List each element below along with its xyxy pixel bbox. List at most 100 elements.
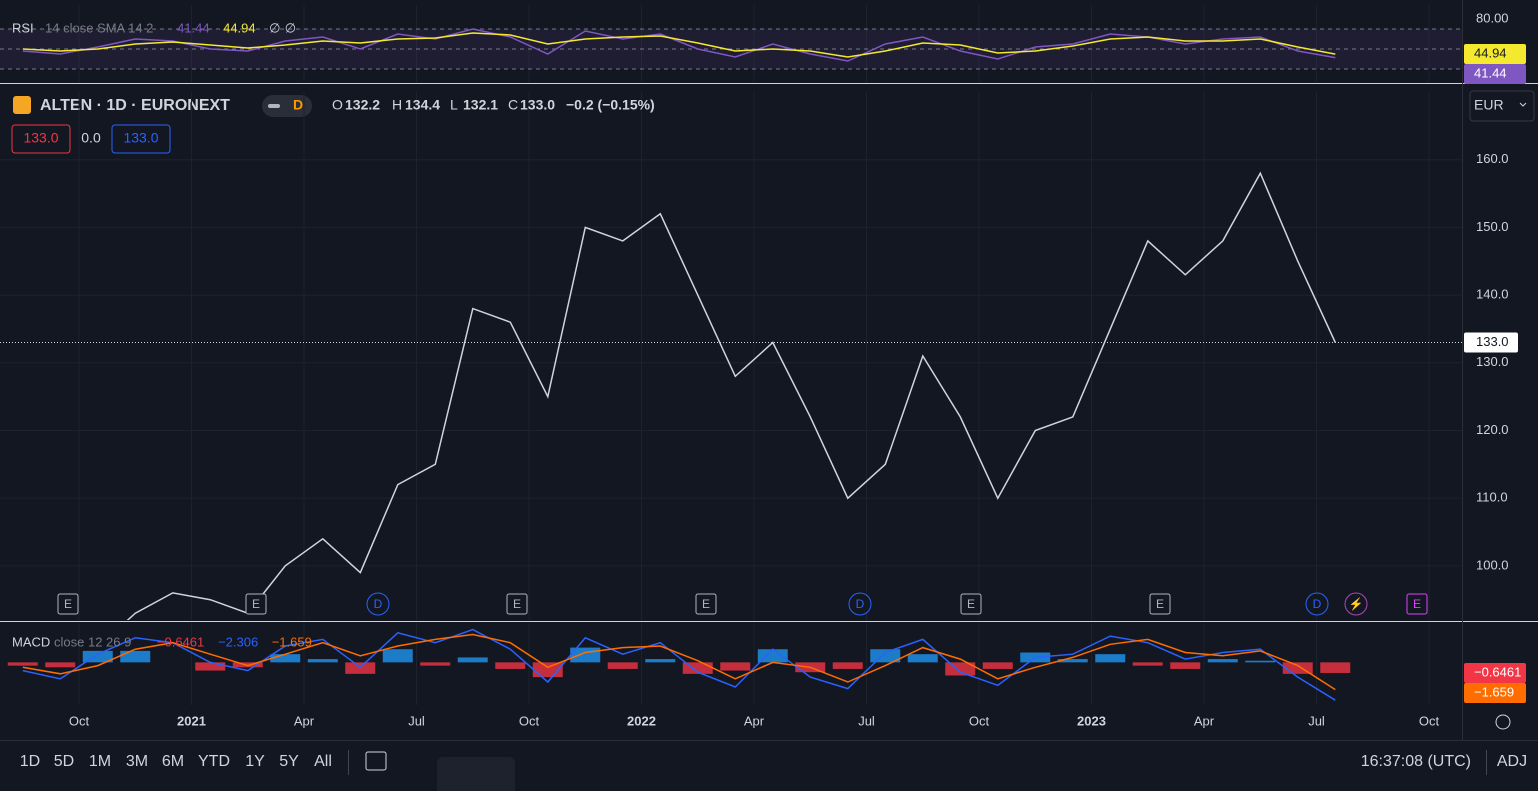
last-price-tag [1464,332,1518,353]
histogram-bar [607,662,638,669]
histogram-bar [682,662,713,674]
histogram-bar [832,662,863,669]
range-button[interactable]: 1Y [245,753,265,770]
ohlc: L [450,97,458,113]
legend-value: 41.44 [177,20,210,35]
histogram-bar [1282,662,1313,674]
legend-value: ∅ [285,20,296,35]
badge[interactable] [262,95,312,117]
histogram-bar [645,659,676,663]
histogram-bar [45,662,76,668]
event-circle[interactable] [848,592,872,616]
event-box[interactable] [1406,593,1428,615]
axis-value-tag [1464,64,1526,85]
axis-value-label: −0.6461 [1474,664,1521,679]
header-box[interactable]: 133.0 [23,130,58,146]
y-tick-label: 160.0 [1476,151,1509,166]
dropdown-arrow [1519,102,1527,107]
range-button[interactable]: 3M [126,753,148,770]
range-button[interactable]: 6M [162,753,184,770]
currency[interactable]: EUR [1474,97,1504,113]
histogram-bar [7,662,38,666]
legend-value: −2.306 [218,634,258,649]
box[interactable] [111,124,171,154]
event-box[interactable] [245,593,267,615]
symbol-icon [13,96,31,114]
range-button[interactable]: YTD [198,753,230,770]
x-tick-label: Oct [969,713,990,728]
axis-value-tag [1464,44,1526,65]
symbol-title[interactable]: ALTEN · 1D · EURONEXT [40,97,230,114]
histogram-bar [495,662,526,669]
ohlc: −0.2 (−0.15%) [566,97,655,113]
settings-icon[interactable] [1495,714,1511,730]
header-box: 0.0 [81,130,101,146]
histogram-bar [1245,660,1276,663]
badge-dash [268,104,280,108]
event-label: E [64,597,72,611]
series-line [22,32,1336,58]
histogram-bar [120,650,151,663]
ohlc: H [392,97,402,113]
box[interactable] [11,124,71,154]
event-label: E [702,597,710,611]
event-box[interactable] [695,593,717,615]
event-label: D [1313,597,1322,611]
range-button[interactable]: 1M [89,753,111,770]
last-price-label: 133.0 [1476,334,1509,349]
series-line [22,628,1336,701]
range-button[interactable]: All [314,753,332,770]
y-tick-label: 100.0 [1476,557,1509,572]
x-tick-label: Apr [744,713,765,728]
event-circle[interactable] [366,592,390,616]
y-tick-label: 140.0 [1476,287,1509,302]
y-tick-label: 120.0 [1476,422,1509,437]
currency-select[interactable] [1469,90,1535,122]
range-button[interactable]: 5Y [279,753,299,770]
x-tick-label: Oct [69,713,90,728]
axis-value-label: −1.659 [1474,684,1514,699]
legend-value: 44.94 [223,20,256,35]
event-circle[interactable] [1344,592,1368,616]
indicator-title: RSI [12,20,34,35]
indicator-params: close 12 26 9 [54,634,131,649]
x-tick-label: Oct [519,713,540,728]
series-line [126,171,1336,620]
ohlc: 132.2 [345,97,380,113]
histogram-bar [270,654,301,663]
histogram-bar [1095,654,1126,663]
event-circle[interactable] [1305,592,1329,616]
histogram-bar [420,662,451,666]
indicator-params: 14 close SMA 14 2 [45,20,153,35]
legend-value: −1.659 [272,634,312,649]
event-box[interactable] [506,593,528,615]
event-box[interactable] [57,593,79,615]
event-label: E [967,597,975,611]
adj-button[interactable]: ADJ [1497,753,1527,770]
drawing-toolbar[interactable] [437,757,515,791]
x-tick-label: Jul [408,713,425,728]
event-label: E [1156,597,1164,611]
legend-value: −0.6461 [157,634,204,649]
range-button[interactable]: 5D [54,753,74,770]
x-tick-label: 2022 [627,713,656,728]
event-box[interactable] [1149,593,1171,615]
header-box[interactable]: 133.0 [123,130,158,146]
x-tick-label: 2021 [177,713,206,728]
axis-value-tag [1464,662,1526,683]
histogram-bar [1132,662,1163,666]
axis-value-tag [1464,682,1526,703]
event-label: D [856,597,865,611]
range-button[interactable]: 1D [20,753,40,770]
calendar-icon[interactable] [365,751,387,771]
y-tick-label: 130.0 [1476,354,1509,369]
histogram-bar [757,649,788,663]
event-box[interactable] [960,593,982,615]
histogram-bar [982,662,1013,669]
event-label: E [513,597,521,611]
histogram-bar [1320,662,1351,673]
ohlc: 134.4 [405,97,440,113]
series-line [22,633,1336,691]
event-label: ⚡ [1349,597,1364,611]
